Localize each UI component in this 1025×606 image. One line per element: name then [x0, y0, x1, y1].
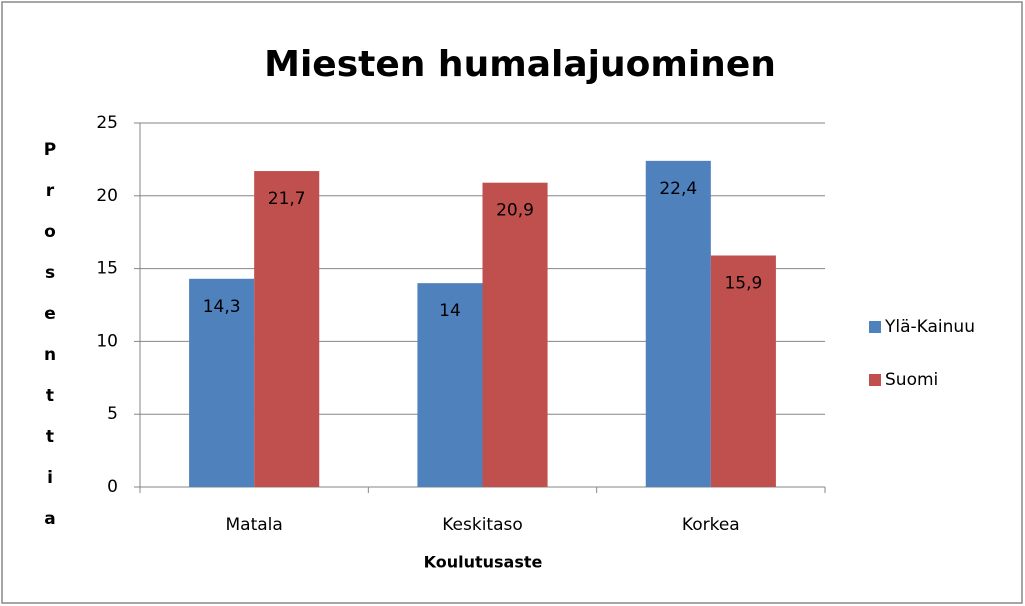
data-label: 14,3: [203, 297, 241, 317]
y-tick-label: 20: [96, 186, 118, 206]
bar: [189, 278, 255, 487]
data-label: 22,4: [659, 179, 697, 199]
y-tick-label: 0: [107, 477, 118, 497]
x-tick-label: Keskitaso: [442, 515, 523, 535]
legend-label: Suomi: [885, 370, 938, 390]
bar: [482, 182, 548, 488]
data-label: 14: [439, 301, 461, 321]
y-tick-label: 10: [96, 331, 118, 351]
data-label: 20,9: [496, 201, 534, 221]
legend-label: Ylä-Kainuu: [884, 317, 975, 337]
y-tick-label: 15: [96, 259, 118, 279]
data-label: 15,9: [724, 273, 762, 293]
y-axis-title: Prosenttia: [40, 140, 60, 550]
bar: [645, 160, 711, 487]
data-label: 21,7: [268, 189, 306, 209]
x-axis-title: Koulutusaste: [424, 553, 543, 572]
x-tick-label: Matala: [226, 515, 283, 535]
bar: [710, 255, 776, 487]
legend-swatch: [869, 374, 881, 386]
bar: [417, 283, 483, 487]
y-tick-label: 5: [107, 404, 118, 424]
bar: [254, 171, 320, 487]
legend-swatch: [869, 321, 881, 333]
y-tick-label: 25: [96, 113, 118, 133]
chart-title: Miesten humalajuominen: [264, 44, 776, 85]
x-tick-label: Korkea: [682, 515, 740, 535]
